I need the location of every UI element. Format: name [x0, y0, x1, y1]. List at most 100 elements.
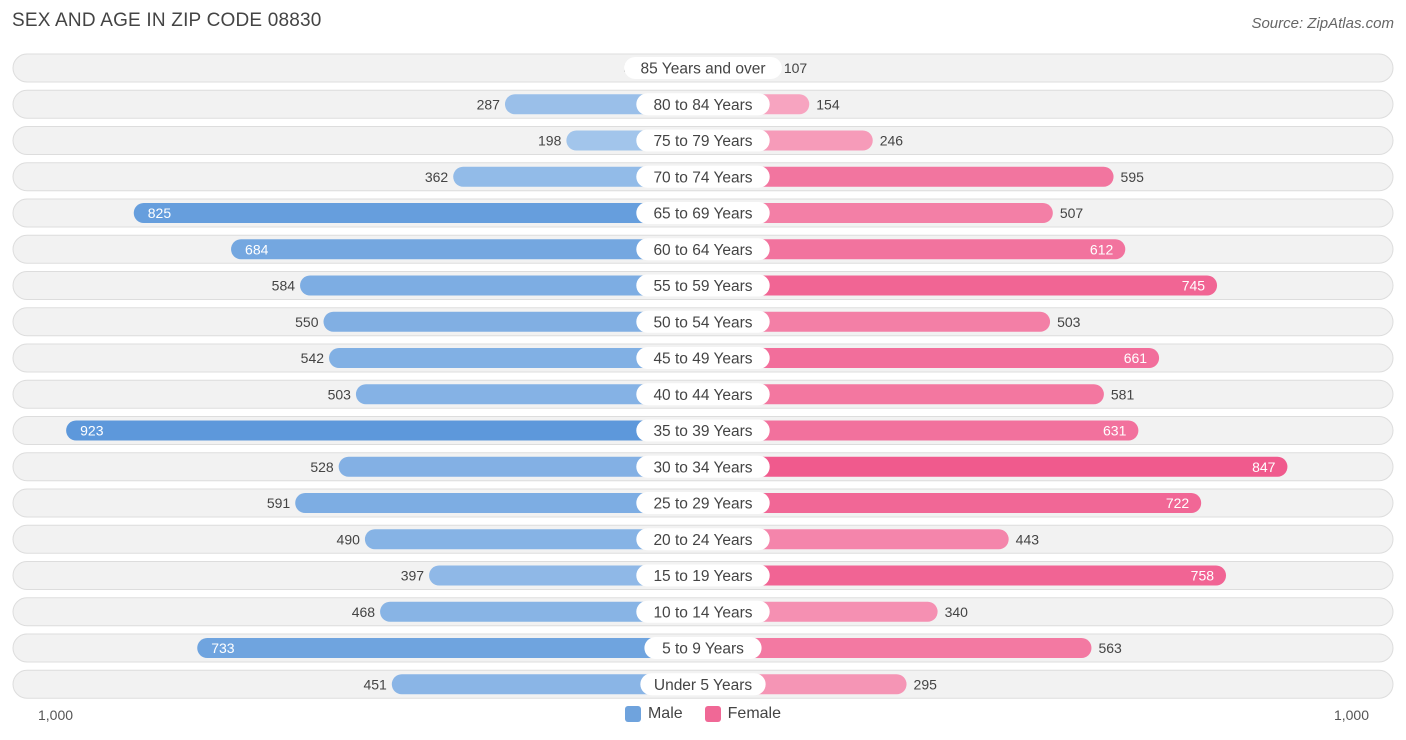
male-bar: [380, 601, 703, 622]
male-bar: [231, 239, 704, 260]
category-label-pill: [636, 528, 770, 551]
female-value-label: 661: [1124, 350, 1148, 366]
male-value-label: 362: [425, 169, 449, 185]
female-value-label: 246: [880, 133, 904, 149]
category-label-pill: [636, 492, 770, 514]
female-value-label: 503: [1057, 314, 1081, 330]
category-label-pill: [644, 637, 762, 659]
female-value-label: 340: [945, 604, 969, 620]
category-label: 60 to 64 Years: [653, 242, 752, 259]
female-value-label: 758: [1191, 568, 1215, 584]
legend-label-female: Female: [727, 705, 782, 722]
category-label: 5 to 9 Years: [662, 641, 744, 658]
female-value-label: 581: [1111, 386, 1135, 402]
female-bar: [703, 565, 1227, 586]
category-label-pill: [636, 165, 770, 188]
male-value-label: 825: [148, 205, 172, 221]
female-bar: [703, 311, 1051, 332]
category-label-pill: [636, 455, 770, 478]
male-bar: [66, 420, 703, 441]
female-value-label: 154: [816, 96, 840, 112]
category-label: 70 to 74 Years: [653, 169, 752, 186]
male-bar: [355, 384, 703, 405]
category-label: 75 to 79 Years: [653, 133, 752, 150]
female-bar: [703, 275, 1218, 296]
category-label: 55 to 59 Years: [653, 278, 752, 295]
axis-right-label: 1,000: [1333, 707, 1369, 723]
category-label: 25 to 29 Years: [653, 496, 752, 513]
male-value-label: 542: [301, 350, 325, 366]
category-label: 30 to 34 Years: [653, 459, 752, 476]
male-bar: [323, 311, 703, 332]
female-value-label: 595: [1121, 169, 1145, 185]
male-bar: [329, 348, 703, 368]
female-bar: [703, 420, 1139, 441]
female-bar: [703, 638, 1092, 658]
male-value-label: 287: [477, 96, 501, 112]
legend-item-male: Male: [624, 705, 683, 723]
male-bar: [300, 275, 703, 296]
male-value-label: 591: [267, 495, 291, 511]
category-label-pill: [640, 673, 766, 696]
legend-item-female: Female: [704, 705, 782, 723]
category-label-pill: [636, 202, 770, 224]
female-value-label: 443: [1016, 531, 1040, 547]
female-value-label: 612: [1090, 241, 1114, 257]
category-label: 45 to 49 Years: [653, 351, 752, 368]
male-bar: [429, 565, 703, 586]
chart-title: SEX AND AGE IN ZIP CODE 08830: [12, 10, 322, 31]
female-value-label: 295: [914, 676, 938, 692]
category-label: Under 5 Years: [654, 677, 752, 694]
chart-source: Source: ZipAtlas.com: [1251, 15, 1394, 32]
legend-swatch-male: [624, 706, 641, 722]
male-value-label: 684: [245, 241, 269, 257]
female-bar: [703, 203, 1053, 223]
category-label: 80 to 84 Years: [653, 97, 752, 114]
female-bar: [703, 239, 1126, 260]
male-bar: [197, 638, 704, 658]
female-bar: [703, 529, 1009, 550]
male-bar: [364, 529, 703, 550]
category-label-pill: [636, 600, 770, 623]
male-value-label: 198: [538, 133, 562, 149]
female-value-label: 107: [784, 60, 808, 76]
male-bar: [133, 203, 703, 223]
category-label-pill: [636, 238, 770, 261]
category-label: 35 to 39 Years: [653, 423, 752, 440]
male-value-label: 733: [211, 640, 235, 656]
male-value-label: 503: [328, 386, 352, 402]
category-label: 65 to 69 Years: [653, 206, 752, 223]
category-label-pill: [636, 129, 770, 152]
male-bar: [391, 674, 703, 695]
male-value-label: 451: [363, 676, 387, 692]
category-label: 85 Years and over: [641, 61, 766, 78]
female-bar: [703, 348, 1160, 368]
category-label-pill: [636, 347, 770, 369]
category-label-pill: [636, 93, 770, 116]
category-label-pill: [636, 419, 770, 442]
female-value-label: 507: [1060, 205, 1084, 221]
category-label-pill: [636, 564, 770, 587]
male-value-label: 490: [337, 531, 361, 547]
female-value-label: 563: [1098, 640, 1122, 656]
category-label-pill: [636, 383, 770, 406]
female-bar: [703, 456, 1288, 477]
category-label: 15 to 19 Years: [653, 568, 752, 585]
category-label: 40 to 44 Years: [653, 387, 752, 404]
male-bar: [338, 456, 703, 477]
chart-legend: Male Female: [0, 705, 1406, 723]
legend-swatch-female: [704, 706, 721, 722]
male-value-label: 528: [310, 459, 334, 475]
female-bar: [703, 384, 1104, 405]
category-label: 50 to 54 Years: [653, 314, 752, 331]
male-value-label: 397: [401, 568, 425, 584]
category-label-pill: [624, 57, 782, 79]
male-bar: [295, 493, 703, 513]
axis-left-label: 1,000: [38, 707, 74, 723]
category-label-pill: [636, 274, 770, 297]
female-value-label: 847: [1252, 459, 1276, 475]
female-value-label: 722: [1166, 495, 1190, 511]
male-value-label: 550: [295, 314, 319, 330]
category-label-pill: [636, 310, 770, 333]
